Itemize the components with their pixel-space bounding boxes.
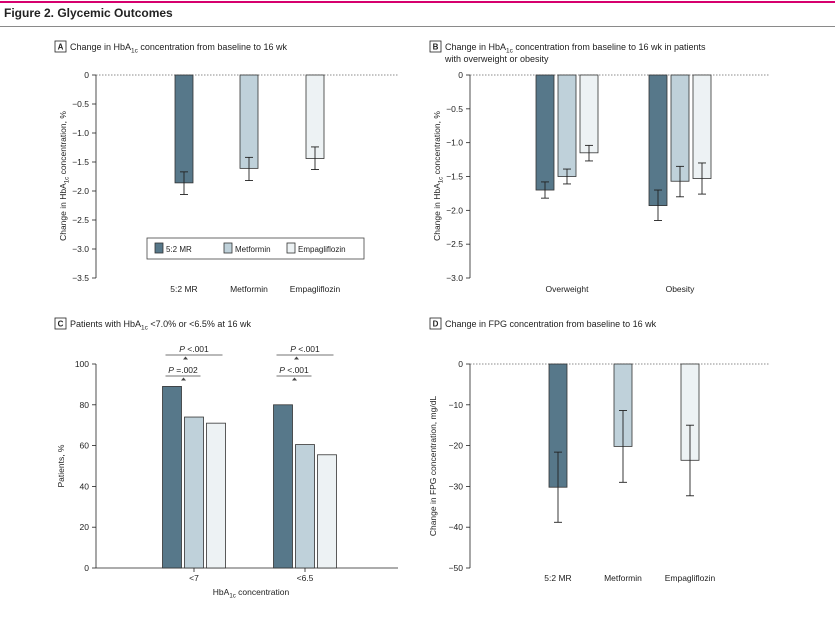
- panel-d-y-label: Change in FPG concentration, mg/dL: [428, 396, 438, 537]
- panel-d-x-tick-label: Metformin: [604, 573, 642, 583]
- panel-d-y-tick-label: −50: [449, 563, 464, 573]
- panel-c-title: Patients with HbA1c <7.0% or <6.5% at 16…: [70, 319, 251, 332]
- panel-c-sig-marker: [183, 356, 188, 360]
- panel-c-sig-label: P <.001: [179, 344, 209, 354]
- panel-c-y-tick-label: 80: [80, 400, 90, 410]
- figure-top-rule: [0, 1, 835, 3]
- panel-b-y-tick-label: −1.5: [446, 172, 463, 182]
- panel-c-sig-label: P =.002: [168, 365, 198, 375]
- panel-a-y-tick-label: −1.5: [72, 157, 89, 167]
- panel-a-x-tick-label: Metformin: [230, 284, 268, 294]
- panel-c-badge-letter: C: [58, 320, 64, 329]
- panel-a-legend-swatch: [223, 242, 233, 254]
- panel-a-y-tick-label: −2.0: [72, 186, 89, 196]
- panel-a-y-tick-label: 0: [84, 70, 89, 80]
- figure-title: Figure 2. Glycemic Outcomes: [4, 6, 173, 20]
- panel-b-y-label: Change in HbA1c concentration, %: [432, 111, 445, 241]
- panel-d-x-tick-label: Empagliflozin: [665, 573, 716, 583]
- panel-a-title: Change in HbA1c concentration from basel…: [70, 42, 287, 55]
- panel-c-y-tick-label: 60: [80, 441, 90, 451]
- panel-a-x-tick-label: Empagliflozin: [290, 284, 341, 294]
- panel-c-x-label: HbA1c concentration: [213, 587, 290, 600]
- panel-a-y-tick-label: −3.0: [72, 244, 89, 254]
- panel-b-x-tick-label: Overweight: [546, 284, 590, 294]
- panel-b-badge-box: [429, 40, 442, 53]
- panel-a-y-tick-label: −3.5: [72, 273, 89, 283]
- panel-a-legend-box: [146, 237, 365, 260]
- panel-c-x-tick-label: <6.5: [297, 573, 314, 583]
- panel-b-y-tick-label: −3.0: [446, 273, 463, 283]
- panel-d-y-tick-label: −10: [449, 400, 464, 410]
- panel-c-bar-2-3: [317, 454, 337, 569]
- panel-a-legend-label: 5:2 MR: [166, 245, 192, 254]
- panel-b-y-tick-label: −1.0: [446, 138, 463, 148]
- panel-a-y-tick-label: −2.5: [72, 215, 89, 225]
- panel-c-y-tick-label: 40: [80, 481, 90, 491]
- panel-d-y-tick-label: −30: [449, 481, 464, 491]
- panel-c-y-label: Patients, %: [56, 444, 66, 487]
- panel-c-badge-box: [54, 317, 67, 330]
- panel-b-y-tick-label: −2.5: [446, 239, 463, 249]
- panel-a-y-tick-label: −1.0: [72, 128, 89, 138]
- panel-d-y-tick-label: 0: [458, 359, 463, 369]
- panel-d-y-tick-label: −40: [449, 522, 464, 532]
- panel-c-bar-2-1: [273, 404, 293, 569]
- panel-b-y-tick-label: 0: [458, 70, 463, 80]
- panel-c-y-tick-label: 100: [75, 359, 89, 369]
- panel-a-badge-letter: A: [58, 43, 64, 52]
- panel-b-x-tick-label: Obesity: [666, 284, 696, 294]
- panel-d-y-tick-label: −20: [449, 441, 464, 451]
- panel-b-badge-letter: B: [433, 43, 439, 52]
- panel-b-y-tick-label: −0.5: [446, 104, 463, 114]
- panel-d-badge-letter: D: [433, 320, 439, 329]
- panel-c-sig-marker: [181, 377, 186, 381]
- panel-c-y-tick-label: 0: [84, 563, 89, 573]
- panel-b-title-line2: with overweight or obesity: [444, 54, 549, 64]
- panel-a-legend-swatch: [154, 242, 164, 254]
- panel-c-bar-1-3: [206, 422, 226, 569]
- panel-c-sig-marker: [294, 356, 299, 360]
- panel-a-legend-label: Empagliflozin: [298, 245, 346, 254]
- panel-c-sig-marker: [292, 377, 297, 381]
- panel-c-y-tick-label: 20: [80, 522, 90, 532]
- panel-c-x-tick-label: <7: [189, 573, 199, 583]
- panel-d-badge-box: [429, 317, 442, 330]
- panel-d-x-tick-label: 5:2 MR: [544, 573, 571, 583]
- panel-b-title: Change in HbA1c concentration from basel…: [445, 42, 706, 55]
- panel-a-y-tick-label: −0.5: [72, 99, 89, 109]
- panel-a-x-tick-label: 5:2 MR: [170, 284, 197, 294]
- panel-a-legend-swatch: [286, 242, 296, 254]
- panel-b-y-tick-label: −2.0: [446, 205, 463, 215]
- panel-a-badge-box: [54, 40, 67, 53]
- panel-a-y-label: Change in HbA1c concentration, %: [58, 111, 71, 241]
- panel-d-title: Change in FPG concentration from baselin…: [445, 319, 657, 329]
- panel-c-sig-label: P <.001: [290, 344, 320, 354]
- panel-c-bar-1-1: [162, 386, 182, 569]
- panel-c-sig-label: P <.001: [279, 365, 309, 375]
- panel-a-legend-label: Metformin: [235, 245, 271, 254]
- figure-title-rule: [0, 26, 835, 27]
